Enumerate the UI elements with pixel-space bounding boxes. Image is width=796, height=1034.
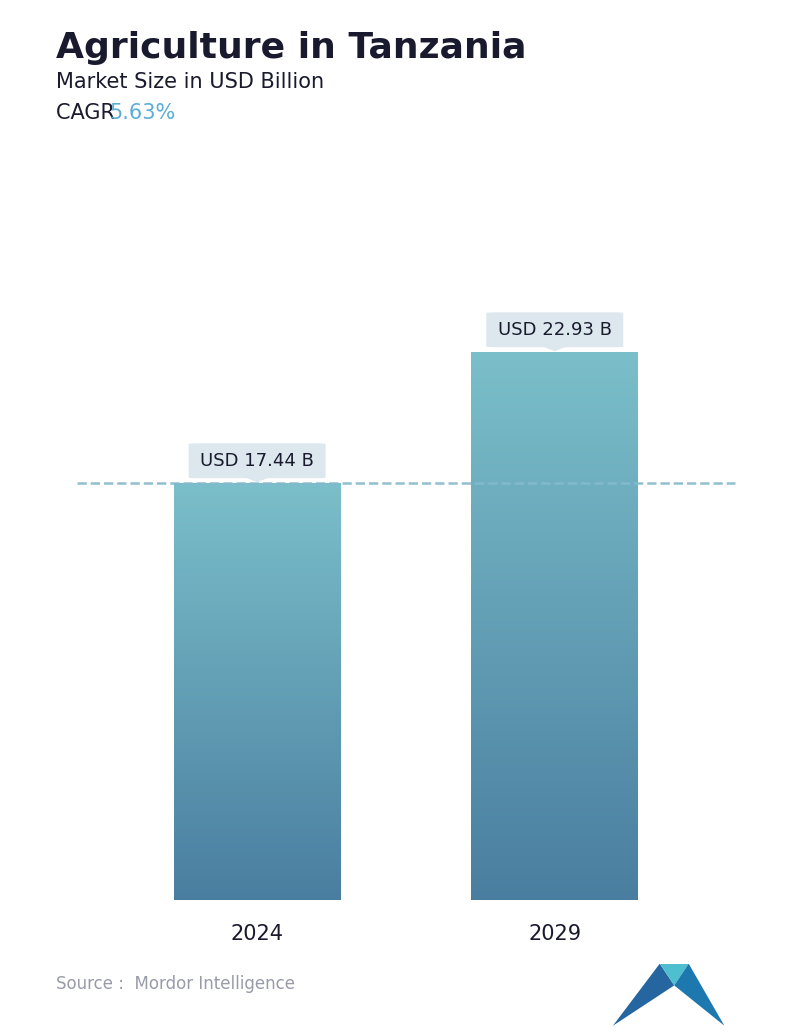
Text: Source :  Mordor Intelligence: Source : Mordor Intelligence: [56, 975, 295, 993]
Polygon shape: [674, 964, 724, 1026]
Polygon shape: [245, 478, 269, 482]
Polygon shape: [613, 964, 674, 1026]
Text: USD 17.44 B: USD 17.44 B: [201, 452, 314, 469]
FancyBboxPatch shape: [486, 312, 623, 347]
FancyBboxPatch shape: [189, 444, 326, 478]
Text: Market Size in USD Billion: Market Size in USD Billion: [56, 72, 324, 92]
Text: USD 22.93 B: USD 22.93 B: [498, 321, 612, 339]
Polygon shape: [543, 346, 567, 352]
Polygon shape: [660, 964, 689, 985]
Text: CAGR: CAGR: [56, 103, 121, 123]
Text: 5.63%: 5.63%: [110, 103, 176, 123]
Text: Agriculture in Tanzania: Agriculture in Tanzania: [56, 31, 526, 65]
